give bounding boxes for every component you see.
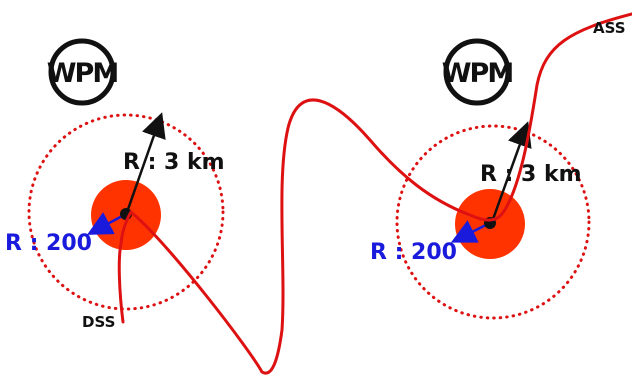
start-label: DSS [82, 313, 115, 331]
inner-radius-label: R : 200 [5, 231, 92, 256]
inner-radius-label: R : 200 [370, 240, 457, 265]
outer-radius-arrow-icon [490, 121, 532, 223]
wpm-badge-label: WPM [47, 58, 118, 89]
outer-zone-circle [27, 113, 225, 311]
outer-radius-label: R : 3 km [123, 150, 225, 175]
wpm-badge-icon: WPM [442, 38, 514, 106]
wpm-badge-icon: WPM [47, 38, 119, 106]
waypoint-left: WPM R : 3 km R : 200 [5, 38, 225, 311]
wpm-badge-label: WPM [442, 58, 513, 89]
outer-radius-arrow-icon [124, 112, 166, 216]
flight-track [117, 12, 632, 375]
outer-zone-circle [395, 124, 591, 320]
waypoint-right: WPM R : 3 km R : 200 [370, 38, 591, 320]
outer-radius-label: R : 3 km [480, 162, 582, 187]
end-label: ASS [593, 19, 626, 37]
